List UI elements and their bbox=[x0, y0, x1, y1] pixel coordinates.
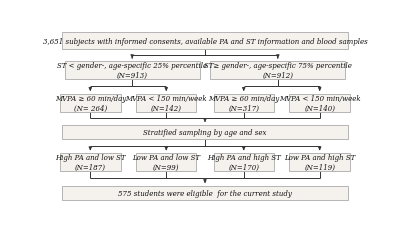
FancyBboxPatch shape bbox=[214, 154, 274, 171]
FancyBboxPatch shape bbox=[136, 154, 196, 171]
FancyBboxPatch shape bbox=[136, 95, 196, 112]
FancyBboxPatch shape bbox=[210, 62, 345, 79]
FancyBboxPatch shape bbox=[60, 154, 120, 171]
FancyBboxPatch shape bbox=[60, 95, 120, 112]
FancyBboxPatch shape bbox=[62, 186, 348, 200]
Text: Low PA and low ST
(N=99): Low PA and low ST (N=99) bbox=[132, 154, 200, 171]
Text: 3,651 subjects with informed consents, available PA and ST information and blood: 3,651 subjects with informed consents, a… bbox=[43, 38, 367, 46]
Text: High PA and high ST
(N=170): High PA and high ST (N=170) bbox=[207, 154, 281, 171]
FancyBboxPatch shape bbox=[62, 125, 348, 139]
FancyBboxPatch shape bbox=[290, 95, 350, 112]
FancyBboxPatch shape bbox=[62, 33, 348, 50]
Text: ST < gender-, age-specific 25% percentile
(N=913): ST < gender-, age-specific 25% percentil… bbox=[57, 62, 207, 79]
Text: MVPA < 150 min/week
(N=142): MVPA < 150 min/week (N=142) bbox=[126, 95, 207, 112]
Text: 575 students were eligible  for the current study: 575 students were eligible for the curre… bbox=[118, 189, 292, 197]
Text: Low PA and high ST
(N=119): Low PA and high ST (N=119) bbox=[284, 154, 355, 171]
Text: High PA and low ST
(N=187): High PA and low ST (N=187) bbox=[55, 154, 126, 171]
Text: MVPA ≥ 60 min/day
(N= 264): MVPA ≥ 60 min/day (N= 264) bbox=[55, 95, 126, 112]
FancyBboxPatch shape bbox=[65, 62, 200, 79]
FancyBboxPatch shape bbox=[214, 95, 274, 112]
Text: MVPA ≥ 60 min/day
(N=317): MVPA ≥ 60 min/day (N=317) bbox=[208, 95, 279, 112]
Text: Stratified sampling by age and sex: Stratified sampling by age and sex bbox=[143, 128, 267, 136]
Text: ST≥ gender-, age-specific 75% percentile
(N=912): ST≥ gender-, age-specific 75% percentile… bbox=[204, 62, 352, 79]
FancyBboxPatch shape bbox=[290, 154, 350, 171]
Text: MVPA < 150 min/week
(N=140): MVPA < 150 min/week (N=140) bbox=[279, 95, 360, 112]
